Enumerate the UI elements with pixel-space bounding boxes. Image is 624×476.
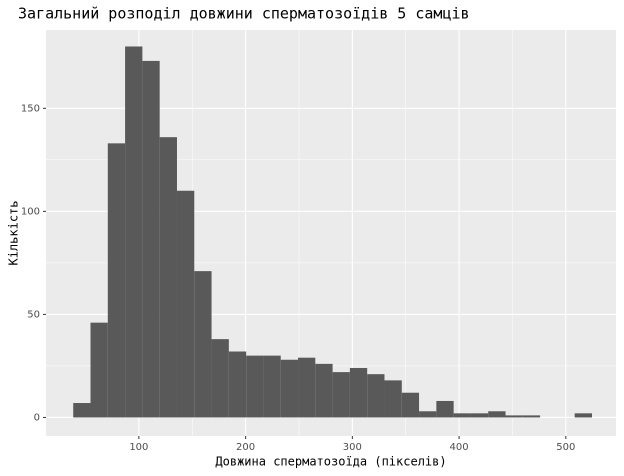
bar (280, 359, 299, 418)
bar (574, 413, 592, 418)
bar (228, 351, 247, 418)
bar (90, 322, 108, 418)
bar (367, 374, 385, 418)
y-tick-label: 50 (27, 309, 40, 320)
bar (159, 137, 177, 418)
bar (142, 60, 160, 418)
bar (73, 403, 91, 418)
x-tick-label: 200 (236, 442, 255, 453)
bar (194, 271, 212, 418)
bar (522, 415, 541, 418)
x-tick-label: 500 (556, 442, 575, 453)
x-tick-label: 300 (343, 442, 362, 453)
bar (384, 380, 402, 418)
bar (125, 46, 143, 418)
chart-title: Загальний розподіл довжини сперматозоїді… (18, 5, 470, 23)
bar (211, 339, 229, 418)
bar (176, 190, 195, 418)
bar (419, 411, 437, 418)
bar (349, 367, 368, 418)
x-tick-label: 400 (450, 442, 469, 453)
bar (263, 355, 281, 418)
bar (298, 357, 316, 418)
bar (436, 400, 454, 418)
bar (401, 392, 420, 418)
y-tick-label: 150 (21, 103, 40, 114)
x-tick-label: 100 (129, 442, 148, 453)
bar (315, 363, 333, 418)
y-tick-label: 100 (21, 206, 40, 217)
bar (453, 413, 471, 418)
bar (488, 411, 506, 418)
bar (505, 415, 523, 418)
bar (470, 413, 489, 418)
y-tick-label: 0 (34, 412, 40, 423)
bar (332, 372, 350, 418)
x-axis-label: Довжина сперматозоїда (пікселів) (215, 455, 446, 469)
y-axis-label: Кількість (7, 200, 21, 265)
bar (107, 143, 126, 418)
bar (246, 355, 264, 418)
